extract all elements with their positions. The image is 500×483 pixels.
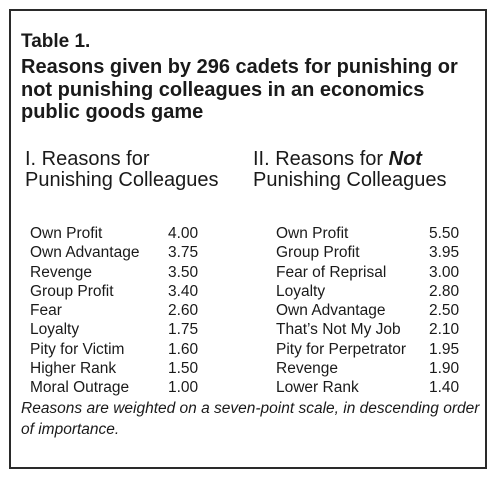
list-item: Loyalty 1.75 <box>30 320 220 339</box>
list-item: Group Profit 3.95 <box>276 243 481 262</box>
reason-value: 3.00 <box>429 263 460 281</box>
right-heading-emphasis: Not <box>388 148 422 170</box>
reason-value: 2.60 <box>168 302 199 319</box>
list-item: Pity for Perpetrator 1.95 <box>276 340 481 359</box>
reason-text: Own Advantage <box>30 244 140 262</box>
list-item: Own Profit 4.00 <box>30 224 220 243</box>
reason-text: Moral Outrage <box>30 379 130 396</box>
reason-text: Own Profit <box>30 225 103 242</box>
reason-value: 2.50 <box>429 302 460 319</box>
reason-value: 1.95 <box>429 340 460 358</box>
list-item: Fear 2.60 <box>30 301 220 320</box>
reason-text: Pity for Victim <box>30 340 125 358</box>
left-heading-text: I. Reasons for Punishing Colleagues <box>25 148 219 191</box>
list-item: Own Advantage 2.50 <box>276 301 481 320</box>
list-item: Revenge 1.90 <box>276 359 481 378</box>
reason-text: That’s Not My Job <box>276 321 401 339</box>
reason-value: 3.95 <box>429 244 460 262</box>
list-item: Moral Outrage 1.00 <box>30 378 220 397</box>
reason-value: 2.10 <box>429 321 460 339</box>
list-item: Loyalty 2.80 <box>276 282 481 301</box>
reason-value: 1.00 <box>168 379 199 396</box>
reason-value: 5.50 <box>429 225 460 242</box>
reason-text: Pity for Perpetrator <box>276 340 407 358</box>
punishing-reasons-list: Own Profit 4.00 Own Advantage 3.75 Revenge… <box>30 224 220 397</box>
reason-text: Loyalty <box>276 282 326 300</box>
table-footnote: Reasons are weighted on a seven-point sc… <box>21 400 480 438</box>
reason-value: 1.75 <box>168 321 199 339</box>
list-item: Own Profit 5.50 <box>276 224 481 243</box>
reason-text: Lower Rank <box>276 379 359 396</box>
list-item: That’s Not My Job 2.10 <box>276 320 481 339</box>
reason-text: Loyalty <box>30 321 80 339</box>
reason-text: Own Advantage <box>276 302 386 319</box>
reason-value: 1.50 <box>168 359 199 377</box>
reason-text: Group Profit <box>30 282 114 300</box>
reason-value: 2.80 <box>429 282 460 300</box>
reason-text: Higher Rank <box>30 359 117 377</box>
table-frame <box>9 9 487 469</box>
reason-value: 1.90 <box>429 359 460 377</box>
reason-text: Fear <box>30 302 62 319</box>
reason-text: Revenge <box>30 263 93 281</box>
reason-text: Fear of Reprisal <box>276 263 387 281</box>
list-item: Fear of Reprisal 3.00 <box>276 263 481 282</box>
table-label: Table 1. <box>21 31 91 52</box>
list-item: Lower Rank 1.40 <box>276 378 481 397</box>
reason-text: Own Profit <box>276 225 349 242</box>
list-item: Own Advantage 3.75 <box>30 243 220 262</box>
right-column-heading: II. Reasons for Not Punishing Colleagues <box>253 149 483 191</box>
list-item: Higher Rank 1.50 <box>30 359 220 378</box>
table-title: Reasons given by 296 cadets for punishin… <box>21 56 458 123</box>
reason-value: 3.50 <box>168 263 199 281</box>
right-heading-pre: II. Reasons for <box>253 148 384 170</box>
reason-value: 3.75 <box>168 244 199 262</box>
list-item: Revenge 3.50 <box>30 263 220 282</box>
reason-value: 1.60 <box>168 340 199 358</box>
reason-value: 3.40 <box>168 282 199 300</box>
right-heading-post: Punishing Colleagues <box>253 169 447 191</box>
reason-text: Group Profit <box>276 244 360 262</box>
reason-text: Revenge <box>276 359 339 377</box>
list-item: Pity for Victim 1.60 <box>30 340 220 359</box>
not-punishing-reasons-list: Own Profit 5.50 Group Profit 3.95 Fear of … <box>276 224 481 397</box>
reason-value: 1.40 <box>429 379 460 396</box>
left-column-heading: I. Reasons for Punishing Colleagues <box>25 149 225 191</box>
list-item: Group Profit 3.40 <box>30 282 220 301</box>
reason-value: 4.00 <box>168 225 199 242</box>
